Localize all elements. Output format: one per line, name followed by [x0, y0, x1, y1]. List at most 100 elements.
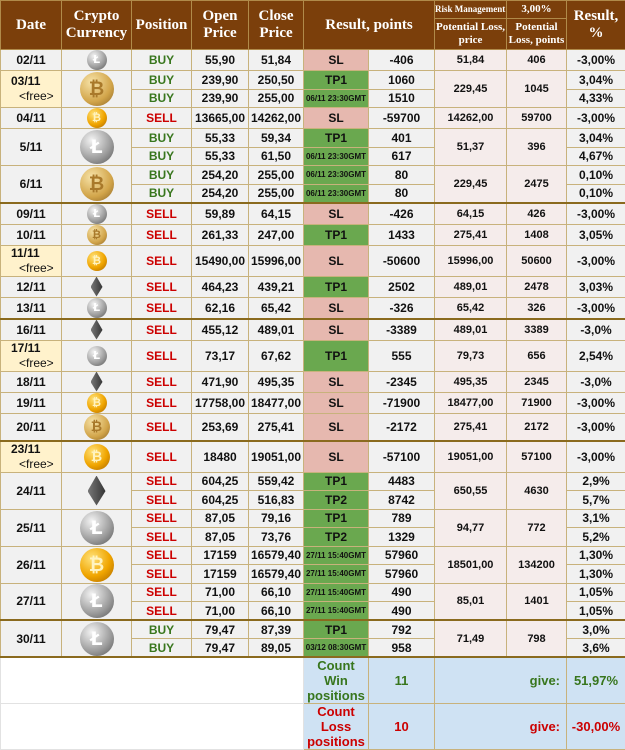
date: 02/11 [1, 53, 61, 67]
potential-loss-points: 59700 [507, 108, 567, 129]
result-points: 2502 [369, 276, 435, 297]
potential-loss-points: 2478 [507, 276, 567, 297]
result-status: SL [304, 371, 369, 392]
potential-loss-price: 64,15 [435, 203, 507, 225]
open-price: 62,16 [192, 297, 249, 319]
potential-loss-points: 2475 [507, 166, 567, 203]
potential-loss-points: 71900 [507, 392, 567, 413]
date: 17/11 [11, 341, 61, 356]
close-price: 495,35 [249, 371, 304, 392]
close-price: 18477,00 [249, 392, 304, 413]
potential-loss-price: 229,45 [435, 71, 507, 108]
date-cell: 02/11 [1, 50, 62, 71]
crypto-cell: ₿ [62, 392, 132, 413]
crypto-cell: ₿ [62, 166, 132, 203]
loss-give-pct: -30,00% [567, 704, 625, 750]
potential-loss-price: 51,37 [435, 129, 507, 166]
result-pct: -3,0% [567, 371, 625, 392]
close-price: 79,16 [249, 509, 304, 528]
open-price: 18480 [192, 441, 249, 473]
potential-loss-price: 71,49 [435, 620, 507, 657]
date-cell: 12/11 [1, 276, 62, 297]
result-status: SL [304, 441, 369, 473]
free-tag: <free> [11, 89, 61, 104]
col-result-pct: Result, % [567, 1, 625, 50]
close-price: 14262,00 [249, 108, 304, 129]
close-price: 19051,00 [249, 441, 304, 473]
risk-management-label: Risk Management: [435, 1, 507, 19]
position: BUY [132, 166, 192, 185]
close-price: 64,15 [249, 203, 304, 225]
count-win-value: 11 [369, 657, 435, 704]
potential-loss-price: 229,45 [435, 166, 507, 203]
date-cell: 16/11 [1, 319, 62, 341]
position: BUY [132, 129, 192, 148]
close-price: 15996,00 [249, 245, 304, 276]
result-pct: -3,00% [567, 441, 625, 473]
position: SELL [132, 509, 192, 528]
result-status: 27/11 15:40GMT [304, 546, 369, 565]
close-price: 67,62 [249, 340, 304, 371]
potential-loss-points: 1401 [507, 583, 567, 620]
count-loss-value: 10 [369, 704, 435, 750]
date: 24/11 [1, 484, 61, 498]
date-cell: 13/11 [1, 297, 62, 319]
result-status: TP2 [304, 491, 369, 510]
close-price: 255,00 [249, 89, 304, 108]
ethereum-icon [91, 320, 103, 340]
litecoin-icon: Ł [80, 622, 114, 656]
open-price: 17159 [192, 546, 249, 565]
result-pct: 2,9% [567, 472, 625, 491]
open-price: 71,00 [192, 583, 249, 602]
result-pct: -3,00% [567, 108, 625, 129]
position: SELL [132, 413, 192, 441]
result-points: 1433 [369, 224, 435, 245]
close-price: 89,05 [249, 639, 304, 658]
open-price: 254,20 [192, 166, 249, 185]
result-points: -3389 [369, 319, 435, 341]
result-pct: 0,10% [567, 184, 625, 203]
result-pct: 1,30% [567, 565, 625, 584]
date: 09/11 [1, 207, 61, 221]
result-points: 958 [369, 639, 435, 658]
col-potential-loss-points: Potential Loss, points [507, 19, 567, 50]
potential-loss-price: 79,73 [435, 340, 507, 371]
close-price: 255,00 [249, 166, 304, 185]
result-points: 792 [369, 620, 435, 639]
open-price: 71,00 [192, 602, 249, 621]
close-price: 559,42 [249, 472, 304, 491]
col-position: Position [132, 1, 192, 50]
open-price: 604,25 [192, 472, 249, 491]
bitcoin-cash-icon: ₿ [87, 225, 107, 245]
close-price: 247,00 [249, 224, 304, 245]
date: 27/11 [1, 594, 61, 608]
litecoin-icon: Ł [80, 511, 114, 545]
position: BUY [132, 184, 192, 203]
date-cell: 17/11<free> [1, 340, 62, 371]
result-status: 06/11 23:30GMT [304, 147, 369, 166]
open-price: 13665,00 [192, 108, 249, 129]
result-pct: 2,54% [567, 340, 625, 371]
crypto-cell: Ł [62, 297, 132, 319]
date-cell: 26/11 [1, 546, 62, 583]
result-pct: 3,05% [567, 224, 625, 245]
litecoin-icon: Ł [87, 346, 107, 366]
crypto-cell: ₿ [62, 245, 132, 276]
open-price: 253,69 [192, 413, 249, 441]
open-price: 455,12 [192, 319, 249, 341]
date-cell: 11/11<free> [1, 245, 62, 276]
date: 18/11 [1, 375, 61, 389]
result-points: -59700 [369, 108, 435, 129]
potential-loss-price: 650,55 [435, 472, 507, 509]
close-price: 255,00 [249, 184, 304, 203]
litecoin-icon: Ł [87, 204, 107, 224]
potential-loss-points: 426 [507, 203, 567, 225]
open-price: 17758,00 [192, 392, 249, 413]
